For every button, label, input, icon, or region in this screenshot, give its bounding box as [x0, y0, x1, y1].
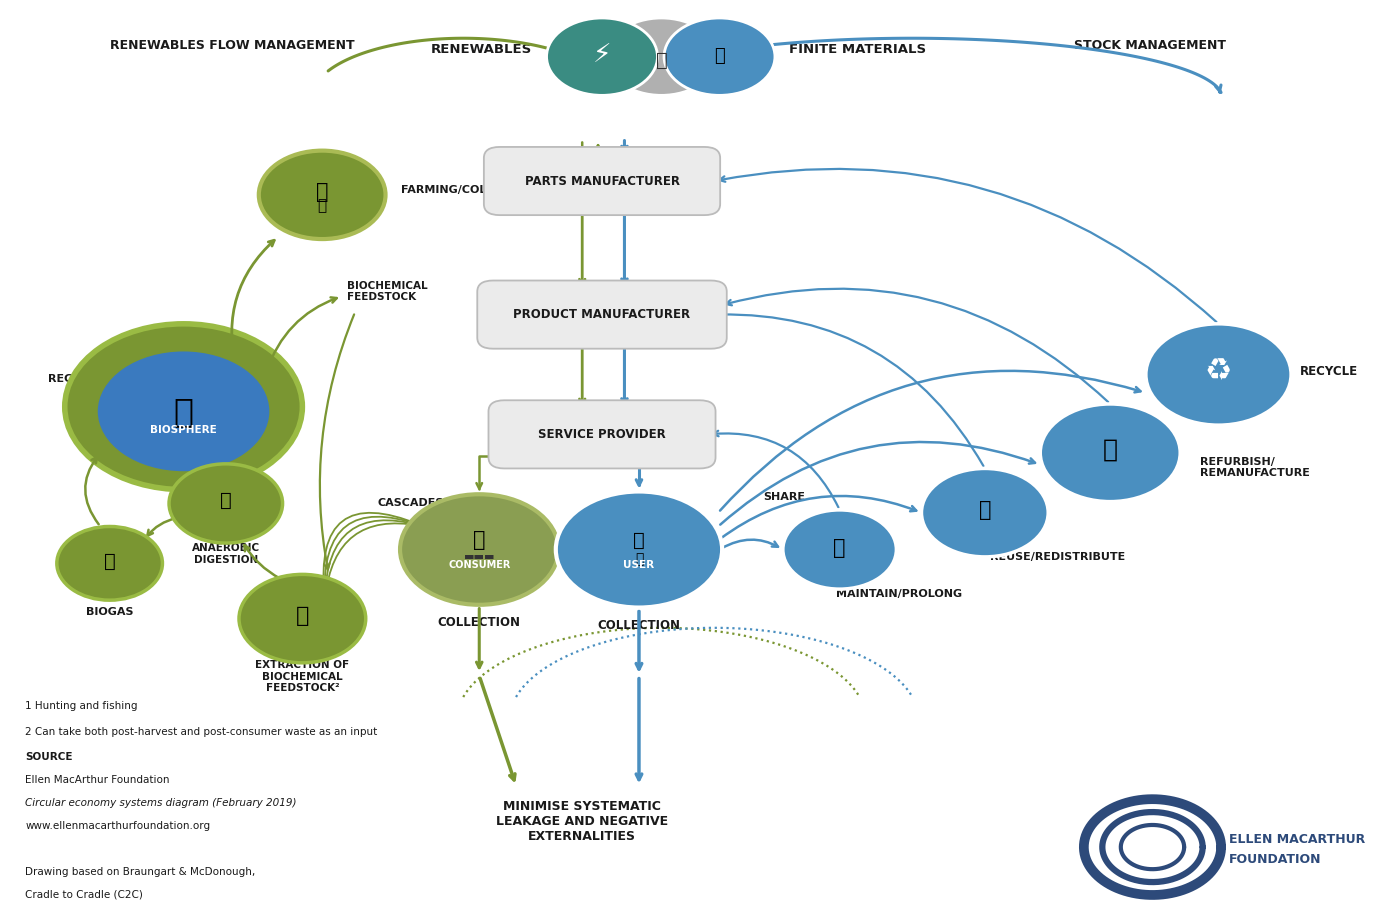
- Text: ELLEN MACARTHUR: ELLEN MACARTHUR: [1229, 833, 1365, 846]
- Text: RENEWABLES FLOW MANAGEMENT: RENEWABLES FLOW MANAGEMENT: [111, 39, 354, 52]
- Circle shape: [547, 18, 657, 95]
- Text: MINIMISE SYSTEMATIC
LEAKAGE AND NEGATIVE
EXTERNALITIES: MINIMISE SYSTEMATIC LEAKAGE AND NEGATIVE…: [495, 800, 668, 843]
- Circle shape: [783, 510, 897, 590]
- Circle shape: [1041, 404, 1181, 502]
- Text: 🐟: 🐟: [317, 199, 327, 213]
- Circle shape: [98, 351, 270, 471]
- Text: 🧍: 🧍: [473, 530, 486, 551]
- Text: 🌾: 🌾: [316, 182, 328, 202]
- Text: STOCK MANAGEMENT: STOCK MANAGEMENT: [1074, 39, 1226, 52]
- Text: 2 Can take both post-harvest and post-consumer waste as an input: 2 Can take both post-harvest and post-co…: [25, 727, 378, 737]
- Text: 📦: 📦: [978, 500, 991, 520]
- Circle shape: [57, 527, 162, 601]
- FancyBboxPatch shape: [489, 400, 716, 468]
- Text: BIOSPHERE: BIOSPHERE: [151, 425, 217, 435]
- Text: RECYCLE: RECYCLE: [1301, 365, 1359, 378]
- Text: 🔥: 🔥: [104, 552, 115, 571]
- Text: BIOGAS: BIOGAS: [86, 607, 133, 617]
- Text: Cradle to Cradle (C2C): Cradle to Cradle (C2C): [25, 890, 143, 900]
- Circle shape: [664, 18, 775, 95]
- Text: FOUNDATION: FOUNDATION: [1229, 854, 1322, 867]
- Text: SHARE: SHARE: [763, 492, 805, 502]
- Text: CONSUMER: CONSUMER: [448, 560, 511, 570]
- Text: FARMING/COLLECTION¹: FARMING/COLLECTION¹: [401, 185, 545, 195]
- Text: MAINTAIN/PROLONG: MAINTAIN/PROLONG: [836, 589, 962, 599]
- Text: Drawing based on Braungart & McDonough,: Drawing based on Braungart & McDonough,: [25, 867, 256, 877]
- Text: USER: USER: [623, 560, 655, 570]
- Text: Circular economy systems diagram (February 2019): Circular economy systems diagram (Februa…: [25, 797, 296, 808]
- Text: 1 Hunting and fishing: 1 Hunting and fishing: [25, 701, 137, 711]
- Text: FINITE MATERIALS: FINITE MATERIALS: [789, 43, 926, 55]
- Text: BIOCHEMICAL
FEEDSTOCK: BIOCHEMICAL FEEDSTOCK: [347, 281, 428, 302]
- Text: PRODUCT MANUFACTURER: PRODUCT MANUFACTURER: [513, 308, 691, 322]
- Text: 🧪: 🧪: [296, 606, 309, 626]
- Text: 🏭: 🏭: [1103, 438, 1118, 462]
- Text: CASCADES: CASCADES: [378, 498, 444, 508]
- FancyBboxPatch shape: [484, 147, 720, 215]
- Circle shape: [400, 494, 559, 605]
- Circle shape: [259, 151, 386, 239]
- Text: COLLECTION: COLLECTION: [598, 618, 681, 632]
- Text: REUSE/REDISTRIBUTE: REUSE/REDISTRIBUTE: [990, 552, 1125, 562]
- Text: ANAEROBIC
DIGESTION: ANAEROBIC DIGESTION: [192, 543, 260, 565]
- FancyBboxPatch shape: [477, 281, 727, 348]
- Text: 🧍: 🧍: [635, 552, 644, 565]
- Circle shape: [606, 18, 717, 95]
- Text: SERVICE PROVIDER: SERVICE PROVIDER: [538, 428, 666, 441]
- Text: 🏠: 🏠: [220, 492, 231, 510]
- Circle shape: [169, 464, 282, 543]
- Text: ⚡: ⚡: [592, 43, 612, 68]
- Circle shape: [1136, 836, 1168, 858]
- Text: ▬▬▬: ▬▬▬: [464, 552, 495, 562]
- Text: ♻: ♻: [1205, 358, 1232, 386]
- Circle shape: [556, 492, 722, 608]
- Text: REGENERATION: REGENERATION: [47, 374, 144, 384]
- Text: 💻: 💻: [632, 530, 645, 550]
- Circle shape: [239, 575, 365, 663]
- Text: 🔧: 🔧: [833, 538, 846, 558]
- Circle shape: [1146, 323, 1291, 425]
- Text: RENEWABLES: RENEWABLES: [430, 43, 531, 55]
- Text: 🚛: 🚛: [714, 47, 725, 65]
- Text: EXTRACTION OF
BIOCHEMICAL
FEEDSTOCK²: EXTRACTION OF BIOCHEMICAL FEEDSTOCK²: [255, 660, 349, 693]
- Text: PARTS MANUFACTURER: PARTS MANUFACTURER: [525, 175, 680, 188]
- Text: www.ellenmacarthurfoundation.org: www.ellenmacarthurfoundation.org: [25, 821, 210, 831]
- Text: Ellen MacArthur Foundation: Ellen MacArthur Foundation: [25, 775, 170, 784]
- Text: COLLECTION: COLLECTION: [437, 615, 520, 629]
- Text: 🌍: 🌍: [173, 395, 194, 428]
- Circle shape: [65, 323, 302, 490]
- Text: SOURCE: SOURCE: [25, 752, 72, 761]
- Circle shape: [922, 468, 1048, 557]
- Text: 🏗: 🏗: [656, 51, 667, 70]
- Text: REFURBISH/
REMANUFACTURE: REFURBISH/ REMANUFACTURE: [1200, 456, 1309, 479]
